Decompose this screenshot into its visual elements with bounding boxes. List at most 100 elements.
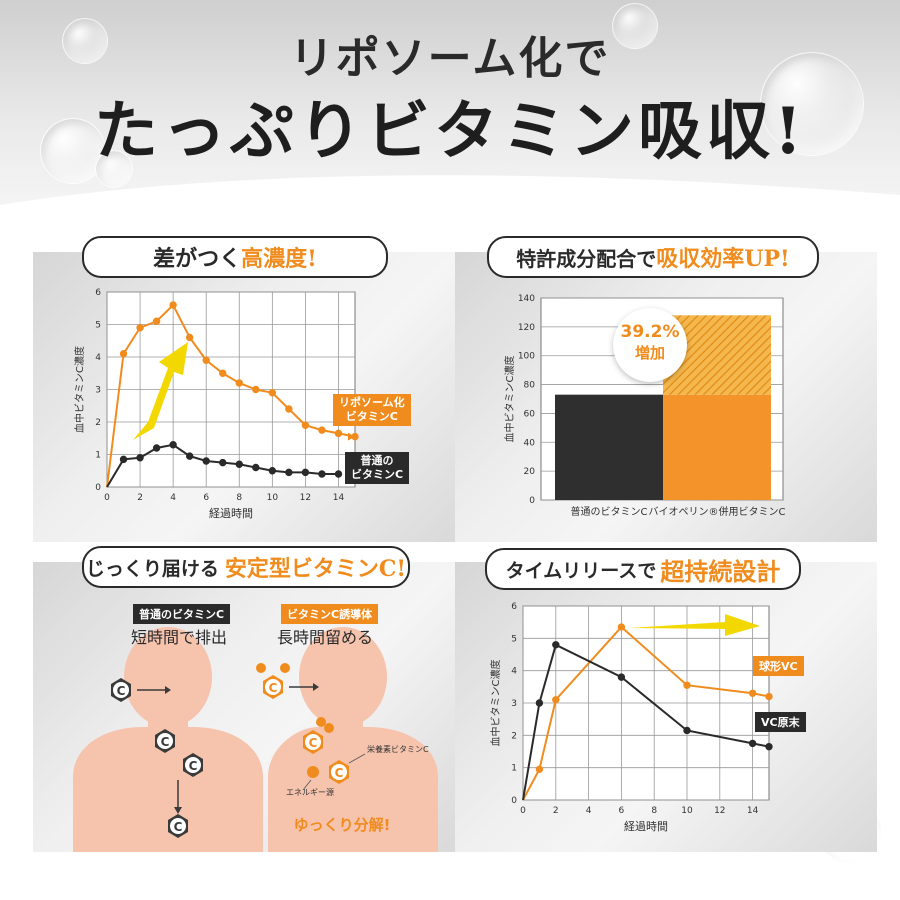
legend-normal-vc: 普通の ビタミンC [345, 452, 410, 484]
body-left [73, 627, 263, 852]
bar-bioperine-vc-base [663, 394, 771, 500]
data-point [318, 426, 326, 434]
label-energy-source: エネルギー源 [286, 788, 334, 797]
molecule-letter: C [309, 736, 318, 750]
data-point [617, 673, 626, 681]
panel-absorption: 0 20 40 60 80 100 120 140 血中ビタミンC濃度 普通のビタミンC バイオペリ… [455, 252, 877, 542]
data-point [552, 696, 560, 704]
pill-text-dark: 特許成分配合で [516, 246, 657, 271]
y-tick-label: 100 [518, 352, 535, 362]
x-tick-label: 6 [203, 493, 209, 503]
y-tick-label: 6 [95, 288, 101, 298]
pill-text-accent: 超持続設計 [660, 556, 781, 586]
data-point [185, 452, 194, 460]
y-tick-label: 0 [95, 483, 101, 493]
hero-wave [0, 175, 900, 230]
data-point [617, 623, 626, 631]
bar-normal-vc [555, 394, 663, 500]
series-line-1 [106, 303, 356, 488]
data-point [535, 699, 544, 707]
data-point [235, 379, 243, 387]
y-tick-label: 1 [511, 764, 517, 774]
data-point [285, 468, 293, 477]
tag-vc-derivative: ビタミンC誘導体 [281, 604, 379, 624]
panel-stable-vitamin: C C C C C [33, 562, 455, 852]
text-short-excretion: 短時間で排出 [131, 628, 228, 647]
data-point [301, 468, 310, 477]
bubble-decoration [760, 52, 864, 156]
label-nutrient-vc: 栄養素ビタミンC [367, 744, 429, 754]
pill-text-accent: 安定型ビタミンC! [224, 556, 407, 582]
legend-spherical-vc: 球形VC [753, 656, 804, 676]
molecule-right-chest: C [303, 717, 334, 754]
data-point [169, 301, 177, 309]
molecule-letter: C [161, 735, 170, 749]
y-tick-label: 1 [95, 451, 101, 461]
x-tick-label: 8 [236, 493, 242, 503]
panel-time-release: 0 1 2 3 4 5 6 0 2 4 6 8 10 12 14 経過時間 血中ビタミンC濃度 球形VC VC原… [455, 562, 877, 852]
y-tick-label: 5 [511, 634, 517, 644]
data-point [252, 463, 260, 472]
x-tick-label: 8 [651, 806, 657, 816]
trend-arrow-graphic [630, 614, 760, 636]
data-point [185, 333, 194, 342]
y-tick-label: 40 [524, 438, 536, 448]
increase-label: 増加 [634, 344, 665, 362]
x-tick-label: 14 [747, 806, 759, 816]
molecule-letter: C [117, 684, 126, 698]
molecule-right-outside: C [256, 663, 319, 699]
data-point [202, 457, 210, 465]
legend-normal-line2: ビタミンC [351, 468, 404, 481]
data-point [552, 641, 560, 649]
bubble-decoration [95, 150, 133, 188]
molecule-left-exit: C [168, 814, 188, 838]
legend-liposome-line1: リポソーム化 [339, 396, 405, 409]
data-point [219, 369, 227, 377]
y-tick-label: 140 [518, 294, 535, 304]
bubble-decoration [612, 3, 658, 49]
molecule-letter: C [174, 820, 183, 834]
molecule-letter: C [269, 681, 278, 695]
data-point [268, 389, 277, 397]
y-tick-label: 3 [95, 386, 101, 396]
data-point [765, 692, 773, 701]
slow-decompose-text: ゆっくり分解! [294, 816, 391, 834]
y-tick-label: 80 [524, 381, 536, 391]
molecule-right-belly: C [302, 753, 366, 791]
data-point [152, 444, 161, 452]
pill-absorption: 特許成分配合で 吸収効率UP! [487, 236, 819, 278]
data-point [169, 441, 177, 449]
x-tick-label: 10 [267, 493, 279, 503]
tag-normal-vc: 普通のビタミンC [133, 604, 231, 624]
body-right [268, 627, 438, 852]
title-line-1: リポソーム化で [289, 33, 611, 84]
molecule-left-chest: C [155, 729, 175, 753]
y-axis-label: 血中ビタミンC濃度 [489, 660, 502, 747]
data-point [252, 385, 260, 394]
y-tick-label: 4 [511, 667, 517, 677]
pill-text-dark: タイムリリースで [505, 559, 657, 582]
x-tick-label: 0 [104, 493, 110, 503]
y-tick-label: 6 [511, 602, 517, 612]
rising-arrow-graphic [133, 342, 188, 440]
data-point [235, 460, 243, 468]
x-tick-label: 0 [520, 806, 526, 816]
x-tick-label: 10 [681, 806, 693, 816]
data-point [765, 742, 773, 751]
body-illustration: C C C C C [73, 627, 438, 852]
x-category-label: 普通のビタミンC [571, 505, 648, 518]
bubble-decoration [62, 18, 108, 64]
pill-high-concentration: 差がつく 高濃度! [82, 236, 388, 278]
molecule-left-belly: C [174, 753, 203, 814]
data-point [683, 726, 691, 735]
increase-percent: 39.2% [620, 322, 680, 342]
data-point [334, 429, 343, 438]
y-tick-label: 2 [95, 418, 101, 428]
data-point [202, 356, 210, 364]
y-tick-label: 0 [529, 496, 535, 506]
data-point [334, 470, 343, 478]
data-point [136, 454, 144, 462]
